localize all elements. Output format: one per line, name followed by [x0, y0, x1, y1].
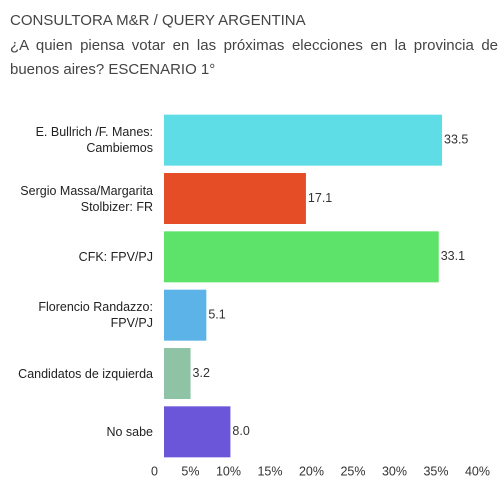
x-tick-label: 40%: [465, 464, 490, 478]
x-tick-label: 25%: [340, 464, 365, 478]
value-label: 33.5: [444, 132, 468, 146]
y-tick-label: CFK: FPV/PJ: [78, 249, 153, 264]
y-tick-label: E. Bullrich /F. Manes: Cambiemos: [35, 125, 153, 156]
value-label: 17.1: [308, 191, 332, 205]
x-tick-label: 5%: [181, 464, 199, 478]
y-tick-label: No sabe: [106, 424, 153, 439]
bar: [164, 406, 231, 458]
y-tick-label: Sergio Massa/Margarita Stolbizer: FR: [20, 183, 153, 214]
x-tick-label: 35%: [423, 464, 448, 478]
x-tick-label: 15%: [257, 464, 282, 478]
value-label: 3.2: [193, 366, 210, 380]
bar: [164, 348, 191, 399]
x-tick-label: 10%: [216, 464, 241, 478]
x-tick-label: 20%: [299, 464, 324, 478]
value-label: 5.1: [208, 307, 225, 321]
bar: [164, 114, 443, 166]
value-label: 8.0: [232, 424, 249, 438]
bar: [164, 231, 439, 283]
x-tick-label: 0: [151, 464, 158, 478]
chart-subtitle: ¿A quien piensa votar en las próximas el…: [10, 37, 498, 78]
chart-title: CONSULTORA M&R / QUERY ARGENTINA: [10, 12, 306, 29]
y-tick-label: Candidatos de izquierda: [18, 366, 153, 381]
x-tick-label: 30%: [382, 464, 407, 478]
y-tick-label: Florencio Randazzo: FPV/PJ: [38, 300, 153, 331]
bar: [164, 173, 306, 224]
value-label: 33.1: [441, 249, 465, 263]
bar: [164, 289, 207, 341]
